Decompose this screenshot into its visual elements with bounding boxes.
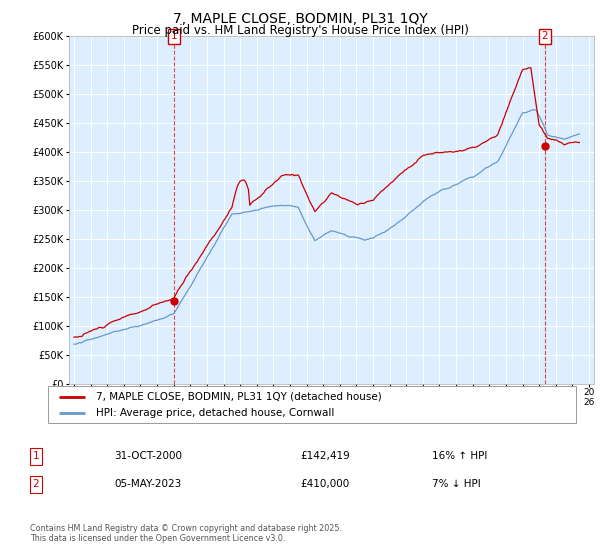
Text: Price paid vs. HM Land Registry's House Price Index (HPI): Price paid vs. HM Land Registry's House … — [131, 24, 469, 36]
Text: £410,000: £410,000 — [300, 479, 349, 489]
Text: 7, MAPLE CLOSE, BODMIN, PL31 1QY (detached house): 7, MAPLE CLOSE, BODMIN, PL31 1QY (detach… — [95, 391, 381, 402]
Text: 2: 2 — [32, 479, 40, 489]
Text: 31-OCT-2000: 31-OCT-2000 — [114, 451, 182, 461]
Text: 1: 1 — [170, 31, 177, 41]
Text: 1: 1 — [32, 451, 40, 461]
Text: Contains HM Land Registry data © Crown copyright and database right 2025.
This d: Contains HM Land Registry data © Crown c… — [30, 524, 342, 543]
FancyBboxPatch shape — [48, 386, 576, 423]
Text: 7% ↓ HPI: 7% ↓ HPI — [432, 479, 481, 489]
Text: 05-MAY-2023: 05-MAY-2023 — [114, 479, 181, 489]
Text: 7, MAPLE CLOSE, BODMIN, PL31 1QY: 7, MAPLE CLOSE, BODMIN, PL31 1QY — [173, 12, 427, 26]
Text: £142,419: £142,419 — [300, 451, 350, 461]
Text: HPI: Average price, detached house, Cornwall: HPI: Average price, detached house, Corn… — [95, 408, 334, 418]
Text: 16% ↑ HPI: 16% ↑ HPI — [432, 451, 487, 461]
Text: 2: 2 — [542, 31, 548, 41]
